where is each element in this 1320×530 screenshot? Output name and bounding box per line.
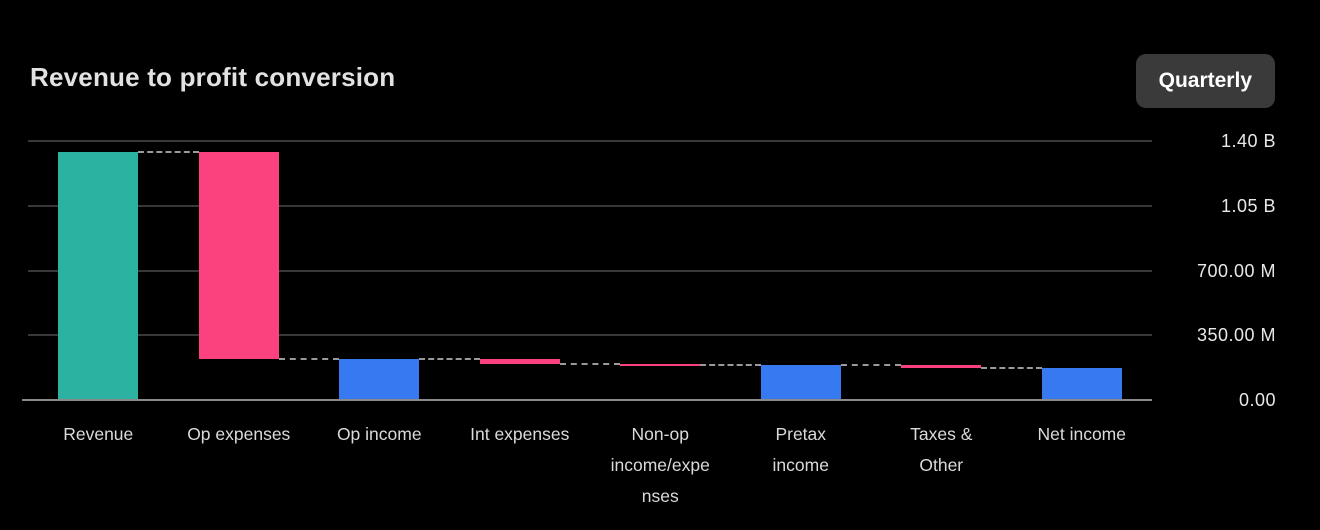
period-toggle-button[interactable]: Quarterly bbox=[1135, 54, 1275, 108]
x-axis-category-label: Revenue bbox=[38, 419, 158, 450]
x-axis-category-label: Taxes & Other bbox=[881, 419, 1001, 481]
page-title: Revenue to profit conversion bbox=[30, 62, 396, 92]
x-axis-category-label: Non-op income/expe nses bbox=[600, 419, 720, 512]
bar-int-expenses[interactable] bbox=[479, 359, 560, 364]
waterfall-connector bbox=[840, 363, 902, 366]
waterfall-connector bbox=[559, 362, 621, 365]
x-axis-category-label: Op expenses bbox=[179, 419, 299, 450]
x-axis-category-label: Net income bbox=[1022, 419, 1142, 450]
bar-pretax-income[interactable] bbox=[760, 364, 841, 400]
x-axis-label-line: Int expenses bbox=[470, 424, 570, 444]
x-axis-category-label: Pretax income bbox=[741, 419, 861, 481]
gridline-700-00-m bbox=[28, 269, 1152, 272]
y-axis-tick-label: 700.00 M bbox=[1196, 260, 1276, 281]
x-axis-label-line: Net income bbox=[1037, 424, 1126, 444]
waterfall-connector bbox=[700, 363, 761, 366]
x-axis-label-line: Revenue bbox=[63, 424, 134, 444]
bar-op-income[interactable] bbox=[339, 359, 420, 400]
x-axis-label-line: Taxes & bbox=[910, 424, 973, 444]
x-axis-label-line: income/expe bbox=[610, 455, 710, 475]
x-axis-category-label: Int expenses bbox=[460, 419, 580, 450]
x-axis-label-line: Other bbox=[919, 455, 964, 475]
waterfall-connector bbox=[138, 151, 199, 154]
x-axis-category-label: Op income bbox=[319, 419, 439, 450]
bar-op-expenses[interactable] bbox=[198, 152, 279, 360]
waterfall-connector bbox=[419, 358, 480, 361]
gridline-350-00-m bbox=[28, 334, 1152, 337]
bar-net-income[interactable] bbox=[1041, 367, 1122, 400]
x-axis-label-line: income bbox=[772, 455, 829, 475]
x-axis-label-line: Op income bbox=[336, 424, 422, 444]
bar-non-op-income-expenses[interactable] bbox=[620, 363, 701, 366]
y-axis-tick-label: 1.05 B bbox=[1220, 195, 1276, 216]
x-axis-line bbox=[22, 399, 1152, 401]
x-axis-label-line: nses bbox=[641, 486, 679, 506]
y-axis-tick-label: 1.40 B bbox=[1220, 131, 1276, 151]
bar-taxes-other[interactable] bbox=[901, 364, 982, 368]
x-axis-label-line: Non-op bbox=[631, 424, 689, 444]
y-axis-tick-label: 350.00 M bbox=[1196, 325, 1276, 346]
gridline-1-40-b bbox=[28, 140, 1152, 142]
waterfall-connector bbox=[278, 358, 340, 361]
y-axis-tick-label: 0.00 bbox=[1238, 390, 1276, 410]
waterfall-connector bbox=[981, 366, 1042, 369]
x-axis-label-line: Pretax bbox=[775, 424, 827, 444]
gridline-1-05-b bbox=[28, 204, 1152, 207]
x-axis-label-line: Op expenses bbox=[187, 424, 291, 444]
bar-revenue[interactable] bbox=[58, 152, 139, 400]
